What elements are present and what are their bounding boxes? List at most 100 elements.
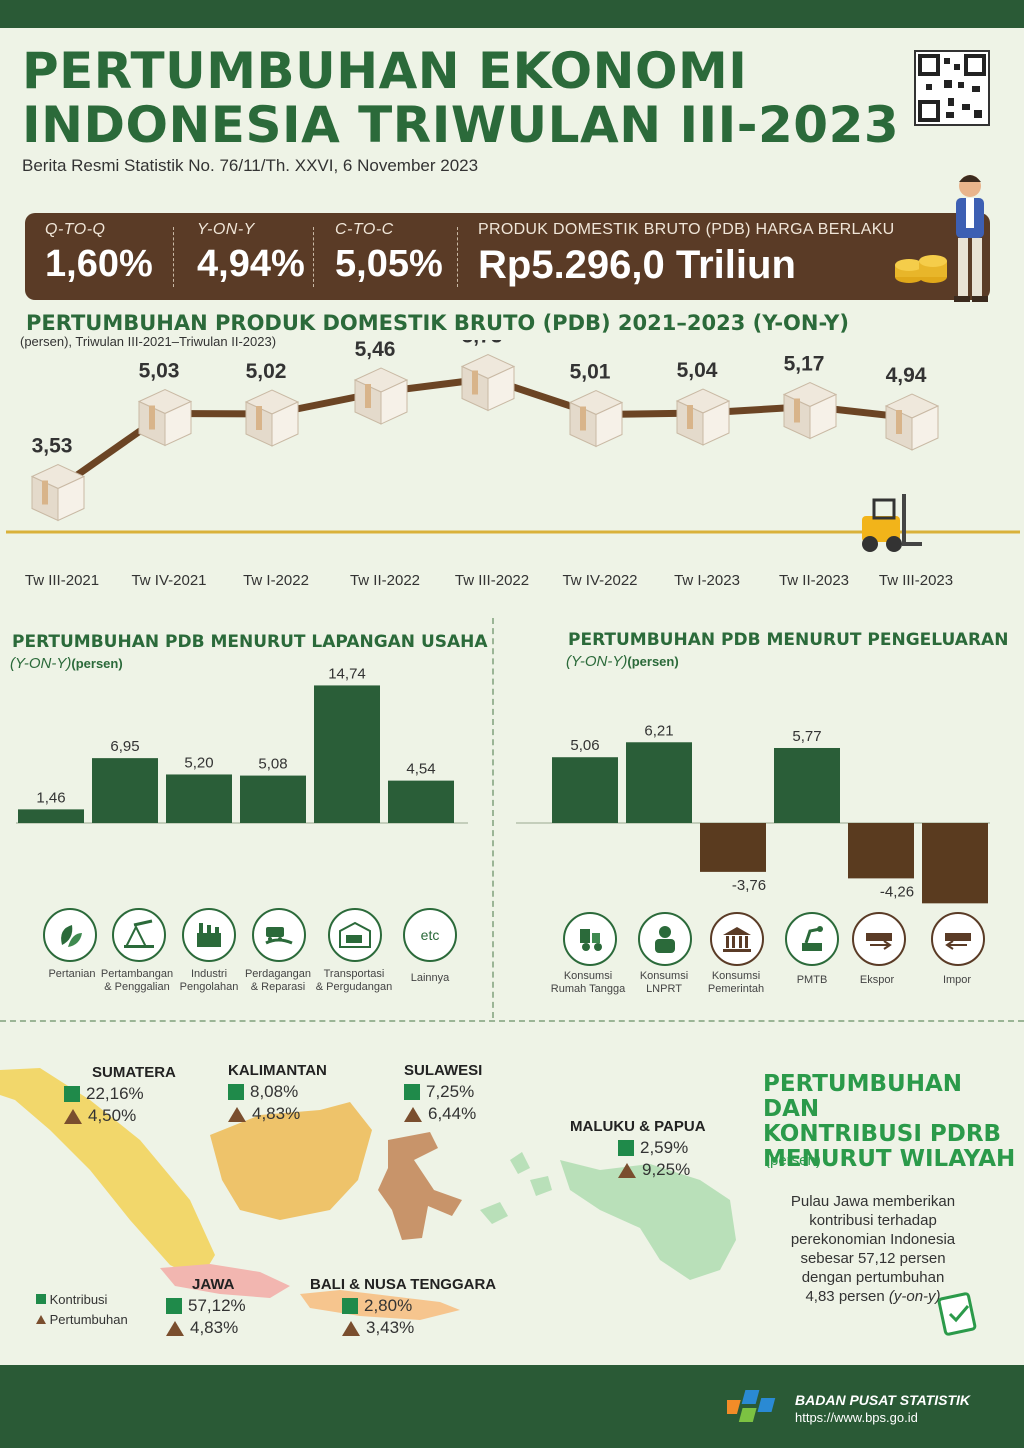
bar [848, 823, 914, 879]
lnprt-icon [638, 912, 692, 966]
x-tick-label: Tw IV-2021 [131, 572, 206, 589]
value-label: 5,02 [246, 360, 287, 383]
import-ship-icon [931, 912, 985, 966]
exp-label-krt: Konsumsi Rumah Tangga [550, 970, 626, 995]
bar [240, 775, 306, 823]
box-tape [794, 398, 800, 423]
map-sulawesi [378, 1132, 462, 1240]
bar [700, 823, 766, 872]
bar [18, 809, 84, 823]
box-right [809, 393, 837, 440]
indonesia-map [0, 1068, 736, 1320]
coins-icon [895, 255, 947, 283]
region-sumatera: SUMATERA 22,16% 4,50% [64, 1064, 176, 1127]
government-building-icon [710, 912, 764, 966]
yony-stat: Y-ON-Y 4,94% [197, 221, 305, 286]
contribution-square-icon [228, 1084, 244, 1100]
x-tick-label: Tw IV-2022 [562, 572, 637, 589]
bar-value-label: -4,26 [880, 883, 914, 900]
region-kalimantan: KALIMANTAN 8,08% 4,83% [228, 1062, 327, 1123]
value-label: 5,46 [355, 340, 396, 361]
qtoq-label: Q-TO-Q [45, 221, 106, 238]
sector-chart-unit: (Y-ON-Y)(persen) [10, 655, 123, 672]
bar [388, 780, 454, 823]
pdb-value: Rp5.296,0 Triliun [478, 243, 796, 287]
value-label: 5,04 [677, 359, 718, 382]
top-bar [0, 0, 1024, 28]
sector-label-lainnya: Lainnya [410, 972, 450, 984]
box-tape [365, 384, 371, 408]
growth-triangle-icon [228, 1106, 246, 1122]
bar [314, 685, 380, 823]
box-tape [687, 405, 693, 429]
title-line-2: INDONESIA TRIWULAN III-2023 [22, 96, 900, 154]
box-right [380, 379, 408, 425]
forklift-icon [862, 494, 922, 552]
etc-icon: etc [403, 908, 457, 962]
bar-value-label: 6,21 [644, 722, 673, 739]
bar [774, 747, 840, 823]
exp-label-pemerintah: Konsumsi Pemerintah [707, 970, 765, 995]
x-tick-label: Tw II-2023 [779, 572, 849, 589]
data-point-box [353, 367, 409, 425]
panel-divider [492, 618, 494, 1018]
map-maluku [480, 1152, 552, 1224]
stat-divider [173, 227, 174, 287]
clipboard-icon [937, 1292, 977, 1336]
box-right [911, 405, 939, 451]
map-kalimantan [210, 1102, 372, 1220]
regional-note: Pulau Jawa memberikan kontribusi terhada… [790, 1193, 956, 1305]
stat-divider [457, 227, 458, 287]
bar-value-label: 14,74 [328, 665, 366, 682]
data-point-box [568, 389, 624, 448]
sector-chart-title: PERTUMBUHAN PDB MENURUT LAPANGAN USAHA [12, 632, 488, 652]
exp-label-impor: Impor [942, 974, 972, 986]
growth-triangle-icon [64, 1108, 82, 1124]
value-label: 5,17 [784, 353, 825, 376]
ctoc-label: C-TO-C [335, 221, 394, 238]
data-point-box [675, 388, 731, 446]
growth-triangle-icon [618, 1162, 636, 1178]
gdp-growth-line-chart: 3,53 Tw III-2021 5,03 Tw IV-2021 5,02 Tw I-20… [6, 340, 1020, 589]
bar [922, 823, 988, 904]
ctoc-stat: C-TO-C 5,05% [335, 221, 443, 286]
trade-icon [252, 908, 306, 962]
sector-label-pertanian: Pertanian [48, 968, 96, 980]
box-tape [472, 370, 478, 395]
contribution-square-icon [64, 1086, 80, 1102]
ctoc-value: 5,05% [335, 243, 443, 285]
data-point-box [244, 389, 300, 447]
growth-triangle-icon [36, 1315, 46, 1324]
qtoq-value: 1,60% [45, 243, 153, 285]
bar [92, 758, 158, 823]
expenditure-chart-title: PERTUMBUHAN PDB MENURUT PENGELUARAN [568, 630, 1009, 650]
map-sumatera [0, 1068, 215, 1280]
qr-code-icon[interactable] [914, 50, 990, 126]
bar [166, 774, 232, 823]
exp-label-ekspor: Ekspor [859, 974, 895, 986]
map-jawa [160, 1264, 290, 1298]
machinery-icon [785, 912, 839, 966]
line-chart-title: PERTUMBUHAN PRODUK DOMESTIK BRUTO (PDB) … [26, 311, 849, 335]
box-tape [896, 410, 902, 434]
exp-label-pmtb: PMTB [796, 974, 828, 986]
box-right [57, 475, 85, 522]
x-tick-label: Tw III-2021 [25, 572, 99, 589]
box-tape [580, 406, 586, 431]
page-subtitle: Berita Resmi Statistik No. 76/11/Th. XXV… [22, 156, 479, 175]
growth-triangle-icon [342, 1320, 360, 1336]
bar-value-label: 5,20 [184, 754, 213, 771]
footer-org-name: BADAN PUSAT STATISTIK [795, 1392, 970, 1408]
pdb-label: PRODUK DOMESTIK BRUTO (PDB) HARGA BERLAK… [478, 221, 895, 238]
x-tick-label: Tw I-2022 [243, 572, 309, 589]
footer-url-link[interactable]: https://www.bps.go.id [795, 1410, 918, 1425]
household-consumption-icon [563, 912, 617, 966]
value-label: 5,01 [570, 361, 611, 384]
region-sulawesi: SULAWESI 7,25% 6,44% [404, 1062, 483, 1123]
x-tick-label: Tw III-2023 [879, 572, 953, 589]
page-title: PERTUMBUHAN EKONOMI INDONESIA TRIWULAN I… [22, 44, 899, 152]
bar [626, 742, 692, 823]
growth-triangle-icon [404, 1106, 422, 1122]
bar-value-label: 4,54 [406, 761, 435, 778]
data-point-box [782, 381, 838, 440]
